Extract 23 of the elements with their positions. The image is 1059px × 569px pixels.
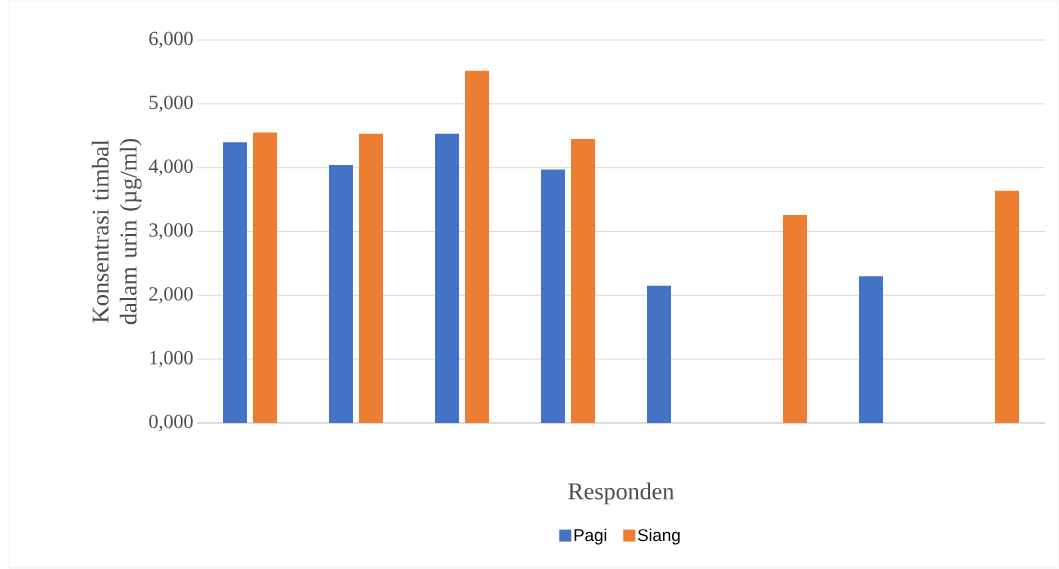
bar [435, 133, 460, 423]
bar [465, 70, 490, 423]
y-tick-label: 4,000 [148, 159, 193, 176]
y-tick-label: 2,000 [149, 287, 193, 304]
y-tick-label: 1,000 [150, 350, 193, 368]
y-tick-label: 3,000 [149, 223, 193, 240]
y-axis-title: Konsentrasi timbal dalam urin (µg/ml) [91, 138, 142, 325]
bar [329, 165, 354, 423]
bar [647, 285, 672, 423]
legend-label: Pagi [574, 528, 607, 545]
y-tick-label: 6,000 [149, 31, 193, 49]
x-axis-title: Responden [568, 482, 674, 505]
bar [859, 276, 883, 423]
bar [223, 142, 248, 423]
bar [571, 138, 595, 423]
y-tick-label: 0,000 [149, 414, 193, 432]
y-tick-label: 5,000 [149, 95, 193, 113]
bar [995, 190, 1019, 423]
bar [783, 214, 807, 423]
bar [541, 169, 566, 423]
bar [359, 133, 384, 423]
bar [253, 132, 278, 423]
legend-label: Siang [638, 528, 680, 545]
